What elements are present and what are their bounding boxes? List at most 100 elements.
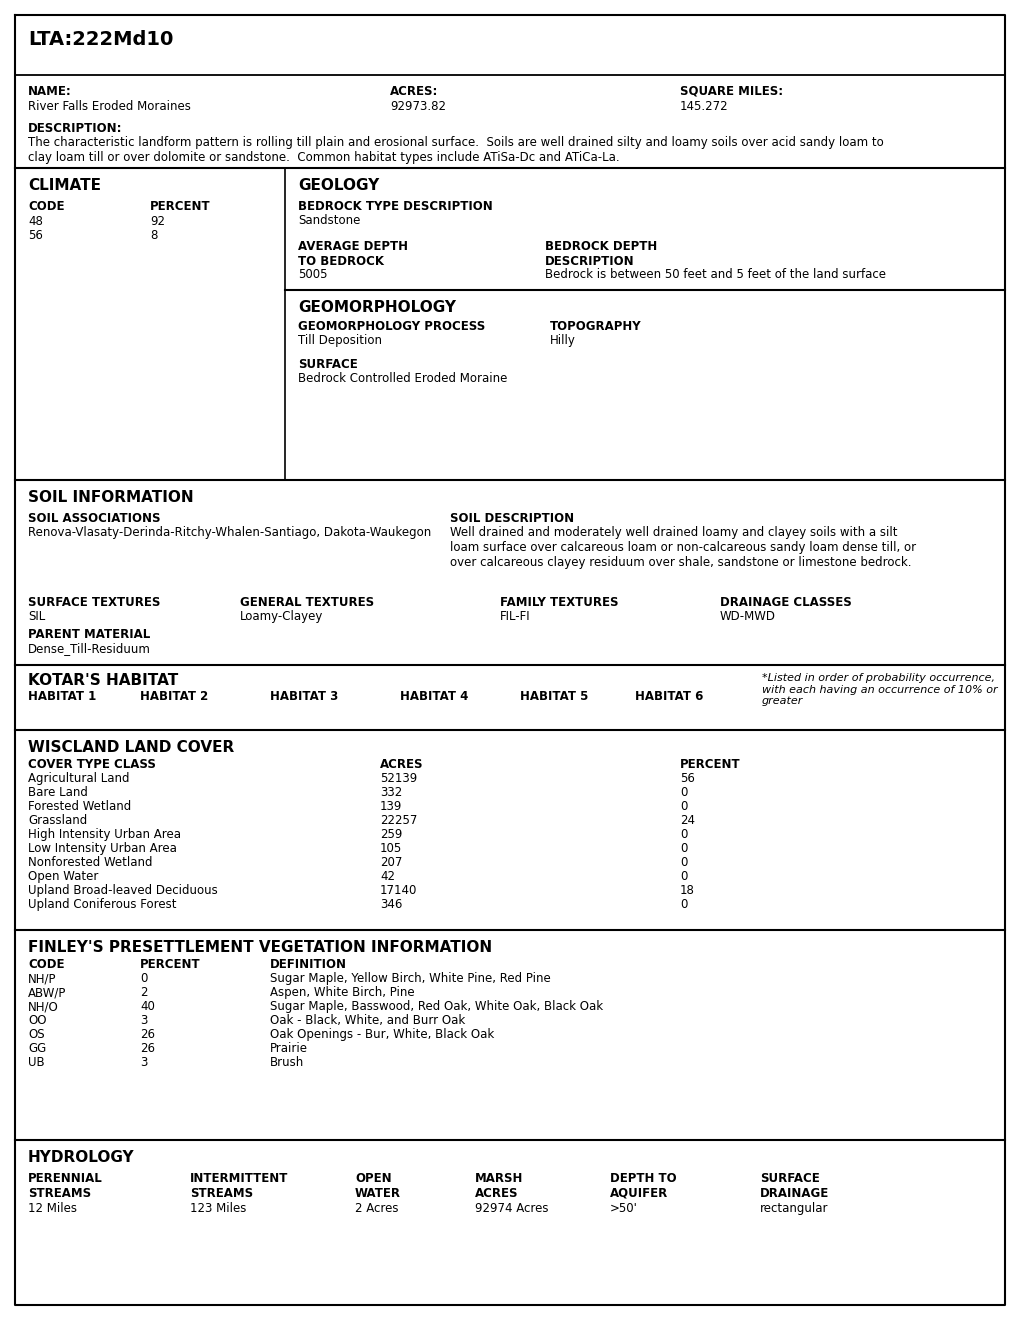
- Text: FIL-FI: FIL-FI: [499, 610, 530, 623]
- Text: The characteristic landform pattern is rolling till plain and erosional surface.: The characteristic landform pattern is r…: [28, 136, 882, 164]
- Text: ACRES: ACRES: [380, 758, 423, 771]
- Text: SOIL ASSOCIATIONS: SOIL ASSOCIATIONS: [28, 512, 160, 525]
- Text: 346: 346: [380, 898, 401, 911]
- Text: CODE: CODE: [28, 958, 64, 972]
- Text: 18: 18: [680, 884, 694, 898]
- Text: MARSH
ACRES: MARSH ACRES: [475, 1172, 523, 1200]
- Text: SURFACE
DRAINAGE: SURFACE DRAINAGE: [759, 1172, 828, 1200]
- Text: AVERAGE DEPTH
TO BEDROCK: AVERAGE DEPTH TO BEDROCK: [298, 240, 408, 268]
- Text: HABITAT 1: HABITAT 1: [28, 690, 96, 704]
- Text: SQUARE MILES:: SQUARE MILES:: [680, 84, 783, 98]
- Text: Agricultural Land: Agricultural Land: [28, 772, 129, 785]
- Text: DEFINITION: DEFINITION: [270, 958, 346, 972]
- Text: OPEN
WATER: OPEN WATER: [355, 1172, 400, 1200]
- Text: 2 Acres: 2 Acres: [355, 1203, 398, 1214]
- Text: 2: 2: [140, 986, 148, 999]
- Text: Loamy-Clayey: Loamy-Clayey: [239, 610, 323, 623]
- Text: *Listed in order of probability occurrence,
with each having an occurrence of 10: *Listed in order of probability occurren…: [761, 673, 997, 706]
- Text: UB: UB: [28, 1056, 45, 1069]
- Text: FINLEY'S PRESETTLEMENT VEGETATION INFORMATION: FINLEY'S PRESETTLEMENT VEGETATION INFORM…: [28, 940, 491, 954]
- Text: 56: 56: [28, 228, 43, 242]
- Text: HABITAT 6: HABITAT 6: [635, 690, 703, 704]
- Text: 3: 3: [140, 1014, 147, 1027]
- Text: PARENT MATERIAL: PARENT MATERIAL: [28, 628, 150, 642]
- Text: 0: 0: [680, 855, 687, 869]
- Text: 123 Miles: 123 Miles: [190, 1203, 247, 1214]
- Text: 8: 8: [150, 228, 157, 242]
- Text: 12 Miles: 12 Miles: [28, 1203, 76, 1214]
- Text: 92973.82: 92973.82: [389, 100, 445, 114]
- Text: INTERMITTENT
STREAMS: INTERMITTENT STREAMS: [190, 1172, 288, 1200]
- Text: DRAINAGE CLASSES: DRAINAGE CLASSES: [719, 597, 851, 609]
- Text: 105: 105: [380, 842, 401, 855]
- Text: 259: 259: [380, 828, 401, 841]
- Text: 5005: 5005: [298, 268, 327, 281]
- Text: 0: 0: [680, 898, 687, 911]
- Text: LTA:222Md10: LTA:222Md10: [28, 30, 173, 49]
- Text: 48: 48: [28, 215, 43, 228]
- Text: 0: 0: [140, 972, 147, 985]
- Text: River Falls Eroded Moraines: River Falls Eroded Moraines: [28, 100, 191, 114]
- Text: 92974 Acres: 92974 Acres: [475, 1203, 548, 1214]
- Text: KOTAR'S HABITAT: KOTAR'S HABITAT: [28, 673, 178, 688]
- Text: CODE: CODE: [28, 201, 64, 213]
- Text: High Intensity Urban Area: High Intensity Urban Area: [28, 828, 180, 841]
- Text: Sugar Maple, Yellow Birch, White Pine, Red Pine: Sugar Maple, Yellow Birch, White Pine, R…: [270, 972, 550, 985]
- Text: WD-MWD: WD-MWD: [719, 610, 775, 623]
- Text: 0: 0: [680, 870, 687, 883]
- Text: 22257: 22257: [380, 814, 417, 828]
- Text: Open Water: Open Water: [28, 870, 98, 883]
- Text: Renova-Vlasaty-Derinda-Ritchy-Whalen-Santiago, Dakota-Waukegon: Renova-Vlasaty-Derinda-Ritchy-Whalen-San…: [28, 525, 431, 539]
- Text: GENERAL TEXTURES: GENERAL TEXTURES: [239, 597, 374, 609]
- Text: SOIL INFORMATION: SOIL INFORMATION: [28, 490, 194, 506]
- Text: ABW/P: ABW/P: [28, 986, 66, 999]
- Text: Nonforested Wetland: Nonforested Wetland: [28, 855, 153, 869]
- Text: GEOMORPHOLOGY: GEOMORPHOLOGY: [298, 300, 455, 315]
- Text: DEPTH TO
AQUIFER: DEPTH TO AQUIFER: [609, 1172, 676, 1200]
- Text: NH/O: NH/O: [28, 1001, 59, 1012]
- Text: >50': >50': [609, 1203, 637, 1214]
- Text: 42: 42: [380, 870, 394, 883]
- Text: 92: 92: [150, 215, 165, 228]
- Text: SURFACE: SURFACE: [298, 358, 358, 371]
- Text: Grassland: Grassland: [28, 814, 88, 828]
- Text: 0: 0: [680, 842, 687, 855]
- Text: 139: 139: [380, 800, 401, 813]
- Text: GG: GG: [28, 1041, 46, 1055]
- Text: CLIMATE: CLIMATE: [28, 178, 101, 193]
- Text: 40: 40: [140, 1001, 155, 1012]
- Text: Hilly: Hilly: [549, 334, 576, 347]
- Text: SURFACE TEXTURES: SURFACE TEXTURES: [28, 597, 160, 609]
- Text: BEDROCK TYPE DESCRIPTION: BEDROCK TYPE DESCRIPTION: [298, 201, 492, 213]
- Text: SIL: SIL: [28, 610, 45, 623]
- Text: Bedrock Controlled Eroded Moraine: Bedrock Controlled Eroded Moraine: [298, 372, 506, 385]
- Text: Sugar Maple, Basswood, Red Oak, White Oak, Black Oak: Sugar Maple, Basswood, Red Oak, White Oa…: [270, 1001, 602, 1012]
- Text: 26: 26: [140, 1041, 155, 1055]
- Text: ACRES:: ACRES:: [389, 84, 438, 98]
- Text: HYDROLOGY: HYDROLOGY: [28, 1150, 135, 1166]
- Text: NH/P: NH/P: [28, 972, 56, 985]
- Text: BEDROCK DEPTH
DESCRIPTION: BEDROCK DEPTH DESCRIPTION: [544, 240, 656, 268]
- Text: HABITAT 2: HABITAT 2: [140, 690, 208, 704]
- Text: Till Deposition: Till Deposition: [298, 334, 382, 347]
- Text: PERCENT: PERCENT: [140, 958, 201, 972]
- Text: Sandstone: Sandstone: [298, 214, 360, 227]
- Text: Aspen, White Birch, Pine: Aspen, White Birch, Pine: [270, 986, 414, 999]
- Text: 0: 0: [680, 785, 687, 799]
- Text: Forested Wetland: Forested Wetland: [28, 800, 131, 813]
- Text: Oak Openings - Bur, White, Black Oak: Oak Openings - Bur, White, Black Oak: [270, 1028, 494, 1041]
- Text: Prairie: Prairie: [270, 1041, 308, 1055]
- Text: Dense_Till-Residuum: Dense_Till-Residuum: [28, 642, 151, 655]
- Text: Brush: Brush: [270, 1056, 304, 1069]
- Text: PERENNIAL
STREAMS: PERENNIAL STREAMS: [28, 1172, 103, 1200]
- Text: rectangular: rectangular: [759, 1203, 827, 1214]
- Text: 0: 0: [680, 800, 687, 813]
- Text: DESCRIPTION:: DESCRIPTION:: [28, 121, 122, 135]
- Text: TOPOGRAPHY: TOPOGRAPHY: [549, 319, 641, 333]
- Text: 145.272: 145.272: [680, 100, 728, 114]
- Text: 207: 207: [380, 855, 401, 869]
- Text: OS: OS: [28, 1028, 45, 1041]
- Text: Low Intensity Urban Area: Low Intensity Urban Area: [28, 842, 176, 855]
- Text: GEOMORPHOLOGY PROCESS: GEOMORPHOLOGY PROCESS: [298, 319, 485, 333]
- Text: GEOLOGY: GEOLOGY: [298, 178, 379, 193]
